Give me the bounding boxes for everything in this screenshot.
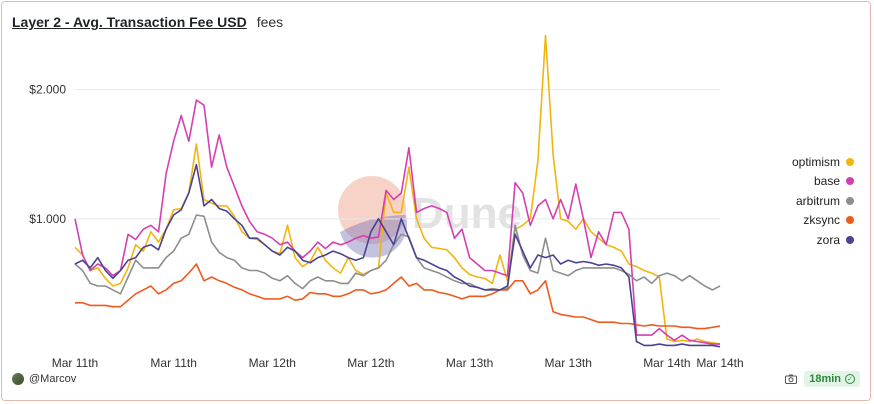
legend-item-zora[interactable]: zora — [792, 230, 854, 250]
chart-title[interactable]: Layer 2 - Avg. Transaction Fee USD — [12, 14, 247, 30]
author-name: @Marcov — [29, 373, 77, 385]
y-tick-label: $2.000 — [29, 83, 66, 97]
legend-item-zksync[interactable]: zksync — [792, 211, 854, 231]
legend-swatch — [846, 196, 854, 205]
refresh-badge[interactable]: 18min ✓ — [804, 371, 860, 387]
refresh-time: 18min — [809, 373, 841, 385]
y-axis: $1.000 $2.000 — [29, 83, 66, 226]
watermark-text: Dune — [412, 189, 522, 238]
legend-swatch — [846, 177, 854, 186]
author-info[interactable]: @Marcov — [12, 373, 76, 385]
x-tick-label: Mar 11th — [52, 356, 98, 370]
series-line-base[interactable] — [74, 99, 720, 345]
legend-label: zora — [816, 232, 840, 247]
y-tick-label: $1.000 — [29, 212, 66, 226]
chart-header: Layer 2 - Avg. Transaction Fee USD fees — [12, 14, 283, 30]
legend-item-arbitrum[interactable]: arbitrum — [792, 191, 854, 211]
series-lines — [74, 34, 721, 348]
legend-swatch — [846, 157, 854, 166]
x-tick-label: Mar 14th — [643, 356, 690, 370]
check-circle-icon: ✓ — [845, 374, 855, 384]
legend-swatch — [846, 235, 854, 244]
legend-label: optimism — [791, 154, 840, 169]
x-tick-label: Mar 12th — [347, 356, 394, 370]
camera-icon[interactable] — [785, 374, 798, 384]
series-line-zora[interactable] — [74, 163, 721, 348]
chart-legend: optimism base arbitrum zksync zora — [792, 152, 854, 250]
x-axis: Mar 11th Mar 11th Mar 12th Mar 12th Mar 13th… — [52, 356, 744, 370]
legend-label: base — [813, 174, 840, 189]
legend-item-optimism[interactable]: optimism — [792, 152, 854, 172]
x-tick-label: Mar 12th — [249, 356, 296, 370]
x-tick-label: Mar 14th — [696, 356, 743, 370]
chart-subtitle: fees — [256, 14, 284, 30]
x-tick-label: Mar 11th — [150, 356, 196, 370]
dune-logo-wave — [340, 215, 408, 258]
x-tick-label: Mar 13th — [545, 356, 592, 370]
legend-swatch — [846, 216, 854, 225]
legend-item-base[interactable]: base — [792, 172, 854, 192]
legend-label: zksync — [803, 213, 840, 228]
series-line-zksync[interactable] — [75, 263, 721, 330]
legend-label: arbitrum — [795, 193, 840, 208]
avatar — [12, 373, 24, 385]
footer-actions: 18min ✓ — [785, 371, 860, 387]
series-line-arbitrum[interactable] — [74, 214, 721, 295]
x-tick-label: Mar 13th — [446, 356, 493, 370]
